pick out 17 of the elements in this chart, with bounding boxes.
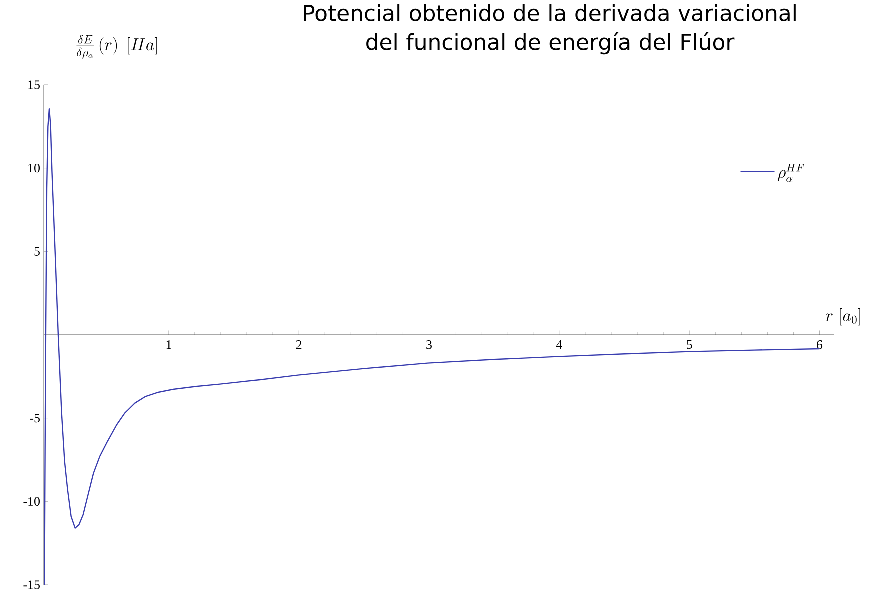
y-tick-label: 5: [34, 247, 40, 256]
y-tick-label: -10: [24, 497, 40, 506]
y-tick-label: 15: [28, 80, 40, 90]
x-tick-label: 1: [166, 340, 172, 350]
y-tick-label: -5: [30, 414, 40, 423]
legend-label: $\rho_\alpha^{HF}$: [778, 164, 804, 182]
y-tick-label: 10: [28, 164, 40, 173]
x-axis-title: $r\;[a_0]$: [826, 308, 860, 326]
chart-title: Potencial obtenido de la derivada variacional del funcional de energía del Flúor: [304, 4, 796, 55]
x-tick-label: 2: [296, 340, 302, 350]
x-tick-label: 5: [687, 340, 692, 350]
x-tick-label: 6: [817, 340, 823, 350]
x-tick-label: 3: [426, 340, 432, 350]
y-axis-title: $\frac{\delta E}{\delta \rho_\alpha}\left(r\right)\;[Ha]$: [76, 35, 158, 59]
y-tick-label: -15: [24, 580, 40, 590]
x-tick-label: 4: [556, 340, 562, 350]
line-series: [44, 108, 820, 585]
